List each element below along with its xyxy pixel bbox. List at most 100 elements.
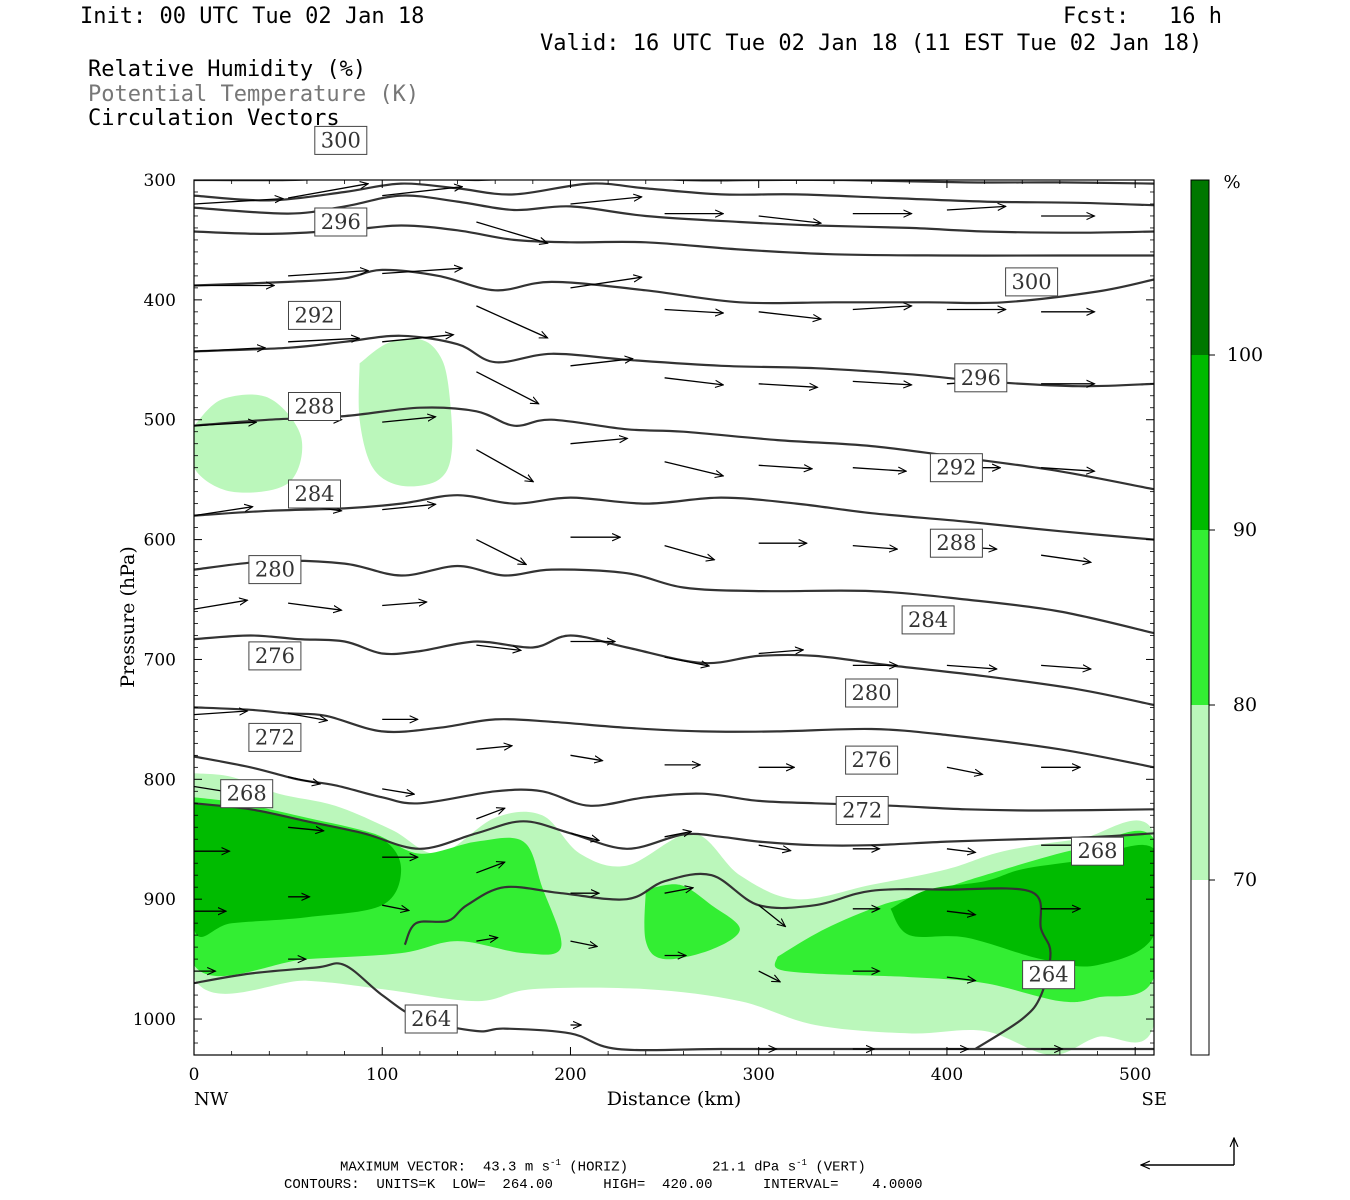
theta-label-284-east-box xyxy=(901,605,955,635)
vector-arrow xyxy=(476,449,533,482)
vector-arrow xyxy=(852,468,906,472)
reference-vector xyxy=(1141,1138,1234,1165)
rh-region-80-1 xyxy=(194,394,303,493)
theta-label-264: 264 xyxy=(1029,963,1069,987)
max-vector-line: MAXIMUM VECTOR: 43.3 m s-1 (HORIZ) 21.1 … xyxy=(340,1158,866,1176)
vector-arrow xyxy=(476,305,547,339)
vector-arrow xyxy=(946,766,983,774)
theta-contour-264 xyxy=(194,962,1154,1052)
vector-arrow xyxy=(758,844,791,850)
vector-arrow xyxy=(570,754,603,760)
contour-info: CONTOURS: UNITS=K LOW= 264.00 HIGH= 420.… xyxy=(284,1177,923,1193)
theta-label-300-box xyxy=(314,125,368,155)
vector-arrow xyxy=(664,656,710,666)
vector-arrow xyxy=(476,862,504,874)
vector-arrow xyxy=(194,348,265,352)
x-end-right: SE xyxy=(1142,1089,1167,1110)
theta-label-280-east: 280 xyxy=(852,681,892,705)
vector-arrow xyxy=(194,711,247,715)
y-tick-label: 1000 xyxy=(133,1010,176,1030)
theta-label-272: 272 xyxy=(255,725,295,749)
vector-arrow xyxy=(946,206,1006,210)
theta-label-264-box xyxy=(1022,960,1076,990)
vector-arrow xyxy=(382,335,453,343)
vector-arrow xyxy=(758,465,812,469)
vector-arrow xyxy=(664,310,724,314)
vector-arrow xyxy=(382,504,435,511)
vector-arrow xyxy=(1041,665,1091,669)
y-tick-label: 900 xyxy=(144,890,176,910)
vector-arrow xyxy=(476,371,538,404)
theta-label-292-east-box xyxy=(929,453,983,483)
vector-arrow xyxy=(382,788,414,794)
theta-contour-272 xyxy=(194,755,1154,812)
rh-region-80-2 xyxy=(358,338,453,487)
forecast-hour: Fcst: 16 h xyxy=(1063,4,1222,29)
theta-label-292-box xyxy=(288,300,341,330)
y-tick-label: 400 xyxy=(144,291,176,311)
circulation-vectors xyxy=(194,184,1095,1049)
vector-arrow xyxy=(476,746,512,750)
vector-arrow xyxy=(476,644,521,650)
vector-arrow xyxy=(570,438,628,445)
vector-arrow xyxy=(476,539,526,565)
theta-label-288-east-box xyxy=(929,528,983,558)
vector-arrow xyxy=(664,832,692,838)
vector-arrow xyxy=(664,377,724,385)
theta-label-264-box xyxy=(404,1004,458,1034)
max-vector-exp1: -1 xyxy=(550,1158,561,1168)
theta-label-272-east-box xyxy=(835,796,889,825)
x-tick-label: 100 xyxy=(366,1065,398,1085)
vector-arrow xyxy=(758,311,821,319)
theta-label-272-box xyxy=(248,722,302,752)
vector-arrow xyxy=(946,849,976,853)
theta-label-276: 276 xyxy=(255,644,295,668)
colorbar-unit: % xyxy=(1223,172,1240,193)
vector-arrow xyxy=(287,776,320,784)
vector-arrow xyxy=(288,602,341,610)
theta-label-284-east: 284 xyxy=(908,608,948,632)
rh-region-100-6 xyxy=(194,803,402,937)
colorbar-segment xyxy=(1191,880,1209,1055)
legend-rh: Relative Humidity (%) xyxy=(88,57,367,82)
contour-labels: 264 264 268 272 276 280 284 288 292 296 300 300 296 2… xyxy=(220,125,1124,1034)
theta-label-296-box xyxy=(314,207,368,237)
colorbar-frame xyxy=(1190,179,1210,1056)
max-vector-exp2: -1 xyxy=(796,1158,807,1168)
vector-arrow xyxy=(194,507,253,517)
y-axis-title: Pressure (hPa) xyxy=(117,546,139,688)
vector-arrow xyxy=(758,384,818,388)
colorbar: 70 80 90 100 xyxy=(1190,179,1263,1056)
x-tick-label: 200 xyxy=(554,1065,586,1085)
vector-arrow xyxy=(570,277,642,289)
colorbar-label: 70 xyxy=(1233,869,1257,891)
vector-arrow xyxy=(664,461,724,476)
plot-frame xyxy=(193,179,1155,1056)
x-tick-label: 400 xyxy=(931,1065,963,1085)
vector-arrow xyxy=(758,904,786,926)
y-tick-label: 600 xyxy=(144,531,176,551)
vector-arrow xyxy=(382,904,409,910)
x-tick-label: 300 xyxy=(742,1065,774,1085)
vector-arrow xyxy=(287,184,368,199)
theta-label-268: 268 xyxy=(227,782,267,806)
theta-label-296-east: 296 xyxy=(961,366,1001,390)
vector-arrow xyxy=(382,187,462,197)
theta-label-288-east: 288 xyxy=(936,531,976,555)
init-time: Init: 00 UTC Tue 02 Jan 18 xyxy=(80,4,425,29)
theta-label-264: 264 xyxy=(411,1007,451,1031)
rh-region-100-7 xyxy=(890,844,1154,967)
theta-label-296: 296 xyxy=(321,210,361,234)
theta-label-272-east: 272 xyxy=(842,799,882,823)
theta-label-296-east-box xyxy=(954,363,1008,393)
theta-label-276-east: 276 xyxy=(852,748,892,772)
vector-arrow xyxy=(852,306,912,310)
theta-label-276-box xyxy=(248,641,302,671)
colorbar-label: 90 xyxy=(1233,519,1257,541)
theta-label-268-box xyxy=(220,779,274,809)
theta-label-292-east: 292 xyxy=(936,456,976,480)
vector-arrow xyxy=(758,215,821,223)
y-tick-label: 700 xyxy=(144,650,176,670)
vector-arrow xyxy=(570,832,600,840)
